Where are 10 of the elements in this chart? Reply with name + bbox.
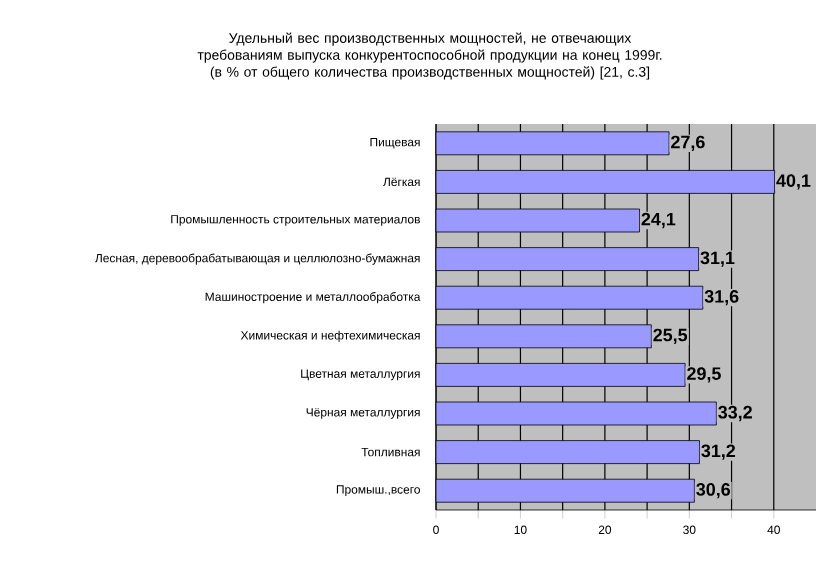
data-label: 31,2: [701, 444, 736, 460]
data-label: 31,1: [700, 251, 735, 267]
data-label: 33,2: [718, 405, 752, 422]
data-label: 30,6: [696, 483, 731, 499]
data-label: 24,1: [641, 212, 676, 229]
data-label: 29,5: [687, 367, 721, 383]
data-label: 31,6: [704, 290, 739, 306]
data-label: 27,6: [671, 135, 705, 151]
data-label: 40,1: [776, 174, 811, 190]
data-label: 25,5: [653, 328, 688, 344]
